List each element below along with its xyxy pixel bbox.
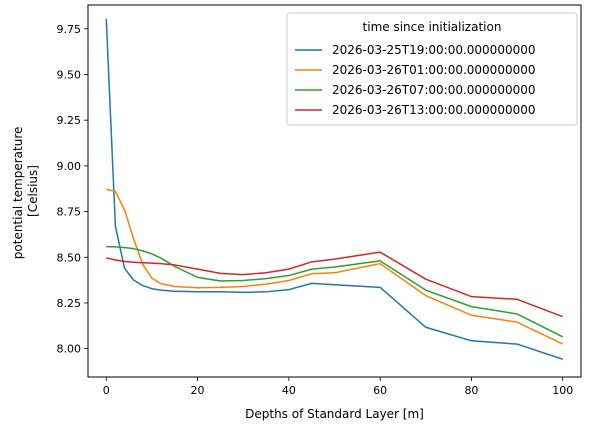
series-line-4 — [106, 251, 564, 318]
y-tick-label: 9.75 — [57, 23, 82, 36]
y-axis-label-line-2: [Celsius] — [26, 165, 40, 217]
series-line-2 — [106, 188, 564, 345]
series-lines — [105, 18, 564, 360]
y-tick-label: 9.25 — [57, 114, 82, 127]
series-line-1 — [105, 18, 563, 360]
y-tick-label: 9.00 — [57, 160, 82, 173]
x-tick-label: 60 — [373, 384, 387, 397]
x-tick-label: 100 — [552, 384, 573, 397]
x-tick-label: 0 — [103, 384, 110, 397]
y-tick-label: 8.50 — [57, 251, 82, 264]
y-axis-label-line-1: potential temperature — [11, 127, 25, 260]
x-axis-label: Depths of Standard Layer [m] — [245, 407, 424, 421]
y-axis-label: potential temperature [Celsius] — [11, 123, 40, 259]
legend-title: time since initialization — [363, 20, 502, 34]
x-tick-label: 40 — [282, 384, 296, 397]
y-tick-label: 8.75 — [57, 206, 82, 219]
x-axis-ticks: 0 20 40 60 80 100 — [103, 377, 573, 397]
legend-entry-2: 2026-03-26T01:00:00.000000000 — [332, 63, 536, 77]
legend-box — [286, 12, 578, 126]
series-line-3 — [106, 245, 564, 338]
legend-entry-3: 2026-03-26T07:00:00.000000000 — [332, 83, 536, 97]
y-tick-label: 9.50 — [57, 68, 82, 81]
plot-frame — [87, 4, 582, 378]
y-tick-label: 8.00 — [57, 343, 82, 356]
y-axis-ticks: 8.00 8.25 8.50 8.75 9.00 9.25 9.50 9.75 — [57, 23, 88, 356]
legend-entry-1: 2026-03-25T19:00:00.000000000 — [332, 43, 536, 57]
x-tick-label: 80 — [464, 384, 478, 397]
x-tick-label: 20 — [191, 384, 205, 397]
legend-entry-4: 2026-03-26T13:00:00.000000000 — [332, 103, 536, 117]
y-tick-label: 8.25 — [57, 297, 82, 310]
legend-items: 2026-03-25T19:00:00.000000000 2026-03-26T… — [295, 43, 536, 117]
legend: time since initialization 2026-03-25T19:… — [286, 12, 578, 126]
